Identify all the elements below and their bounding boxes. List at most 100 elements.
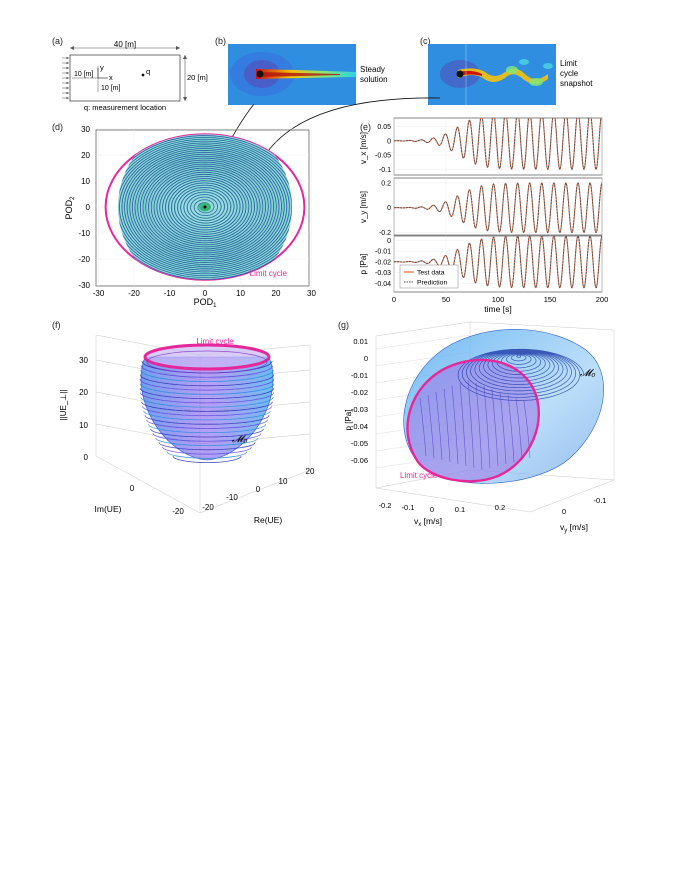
measurement-point xyxy=(141,73,145,77)
prediction-line xyxy=(394,182,602,234)
x-tick-label: 0 xyxy=(203,289,208,298)
prediction-line xyxy=(394,118,602,170)
y-tick-label: -0.1 xyxy=(379,167,391,174)
steady-solution-field: Steady solution xyxy=(228,44,388,105)
vx-ylabel: v_x [m/s] xyxy=(359,132,368,164)
panel-label-a: (a) xyxy=(52,36,63,46)
x-tick-label: 20 xyxy=(306,467,315,476)
y-tick-label: -20 xyxy=(172,507,184,516)
x-tick-label: -30 xyxy=(93,289,105,298)
schematic-caption: q: measurement location xyxy=(84,103,166,112)
ue-manifold-3d: Limit cycle 𝓜₀ ||UE_⊥|| Re(UE) Im(UE) 0 1… xyxy=(59,334,315,525)
limit-cycle-annotation: Limit cycle xyxy=(196,337,234,346)
norm-zlabel: ||UE_⊥|| xyxy=(59,390,68,421)
height-label: 20 [m] xyxy=(187,73,208,82)
y-axis-label: y xyxy=(100,63,104,72)
z-tick-label: 30 xyxy=(79,356,88,365)
cylinder xyxy=(456,70,464,78)
limit-cycle-snapshot-field: Limit cycle snapshot xyxy=(428,44,593,105)
manifold-label: 𝓜₀ xyxy=(580,368,595,379)
z-tick-label: 10 xyxy=(79,421,88,430)
panel-label-c: (c) xyxy=(420,36,431,46)
x-axis-label: x xyxy=(109,73,113,82)
domain-box xyxy=(69,54,181,102)
panel-label-d: (d) xyxy=(52,122,63,132)
pod1-label: POD1 xyxy=(194,297,218,309)
pod-phase-plot: -30 -20 -10 0 10 20 30 -30 -20 -10 0 10 20 30 Limit c… xyxy=(64,125,316,309)
x-tick-label: 30 xyxy=(307,289,316,298)
vy-axis-label: vy [m/s] xyxy=(560,522,588,534)
time-series-plots: 0.050-0.05-0.10.20-0.20-0.01-0.02-0.03-0… xyxy=(359,117,609,314)
spiral-trajectory xyxy=(118,135,292,280)
manifold-label: 𝓜₀ xyxy=(232,434,247,445)
state-manifold-3d: Limit cycle 𝓜₀ p [Pa] vx [m/s] vy [m/s] … xyxy=(344,321,615,534)
z-tick-label: -0.05 xyxy=(351,439,368,448)
z-tick-label: 0.01 xyxy=(353,337,368,346)
x-tick-label: 0 xyxy=(392,295,396,304)
left-distance-label: 10 [m] xyxy=(74,71,94,78)
limit-cycle-ring xyxy=(143,343,271,371)
x-tick-label: -10 xyxy=(164,289,176,298)
y-tick-label: -10 xyxy=(78,229,90,238)
y-tick-label: 0 xyxy=(387,138,391,145)
cylinder xyxy=(256,70,264,78)
time-xlabel: time [s] xyxy=(484,304,511,314)
x-tick-label: 100 xyxy=(492,295,505,304)
x-tick-label: 0 xyxy=(256,485,261,494)
limit-cycle-annotation: Limit cycle xyxy=(250,269,288,278)
fixed-point xyxy=(203,205,207,209)
panel-label-e: (e) xyxy=(360,122,371,132)
y-tick-label: 0 xyxy=(130,484,135,493)
steady-caption-2: solution xyxy=(360,75,388,84)
x-tick-label: -20 xyxy=(202,503,214,512)
y-tick-label: -0.02 xyxy=(375,259,391,266)
re-ue-label: Re(UE) xyxy=(254,515,283,525)
panel-label-f: (f) xyxy=(52,320,61,330)
y-tick-label: 0.2 xyxy=(381,180,391,187)
y-tick-label: 30 xyxy=(81,125,90,134)
legend-test-label: Test data xyxy=(417,270,445,277)
z-tick-label: 0 xyxy=(84,453,89,462)
x-tick-label: 0.2 xyxy=(495,503,505,512)
y-tick-label: -0.05 xyxy=(375,153,391,160)
x-tick-label: -20 xyxy=(128,289,140,298)
legend-pred-label: Prediction xyxy=(417,280,447,287)
vy-ylabel: v_y [m/s] xyxy=(359,191,368,223)
x-tick-label: -0.2 xyxy=(379,501,392,510)
z-tick-label: 20 xyxy=(79,388,88,397)
y-tick-label: -0.01 xyxy=(375,249,391,256)
inflow-arrows xyxy=(62,56,69,100)
x-tick-label: 10 xyxy=(236,289,245,298)
x-tick-label: 10 xyxy=(279,477,288,486)
limit-cycle-annotation: Limit cycle xyxy=(400,471,438,480)
z-tick-label: -0.01 xyxy=(351,371,368,380)
x-tick-label: 50 xyxy=(442,295,450,304)
limit-cycle-ring xyxy=(406,358,540,483)
snapshot-caption-2: cycle xyxy=(560,69,579,78)
y-tick-label: 0 xyxy=(562,507,566,516)
x-tick-label: 20 xyxy=(272,289,281,298)
p-ylabel: p [Pa] xyxy=(359,254,368,275)
panel-label-b: (b) xyxy=(215,36,226,46)
y-tick-label: 20 xyxy=(81,151,90,160)
below-distance-label: 10 [m] xyxy=(101,85,121,92)
y-tick-label: 0 xyxy=(387,238,391,245)
x-tick-label: -10 xyxy=(226,493,238,502)
x-tick-label: -0.1 xyxy=(402,503,415,512)
panel-label-g: (g) xyxy=(338,320,349,330)
p-zlabel: p [Pa] xyxy=(344,410,353,431)
x-tick-label: 200 xyxy=(596,295,609,304)
legend: Test data Prediction xyxy=(399,264,459,289)
y-tick-label: -0.2 xyxy=(379,230,391,237)
spiral-trajectory xyxy=(457,348,585,401)
width-label: 40 [m] xyxy=(114,40,136,49)
y-tick-label: 0.05 xyxy=(377,124,391,131)
y-tick-label: -20 xyxy=(78,255,90,264)
y-tick-label: -0.03 xyxy=(375,270,391,277)
z-tick-label: 0 xyxy=(364,354,368,363)
domain-schematic: 40 [m] 20 [m] 10 [m] 10 [m] x y q q: mea… xyxy=(62,40,208,112)
y-tick-label: 0 xyxy=(387,205,391,212)
z-tick-label: -0.06 xyxy=(351,456,368,465)
steady-caption-1: Steady xyxy=(360,65,385,74)
y-tick-label: 10 xyxy=(81,177,90,186)
